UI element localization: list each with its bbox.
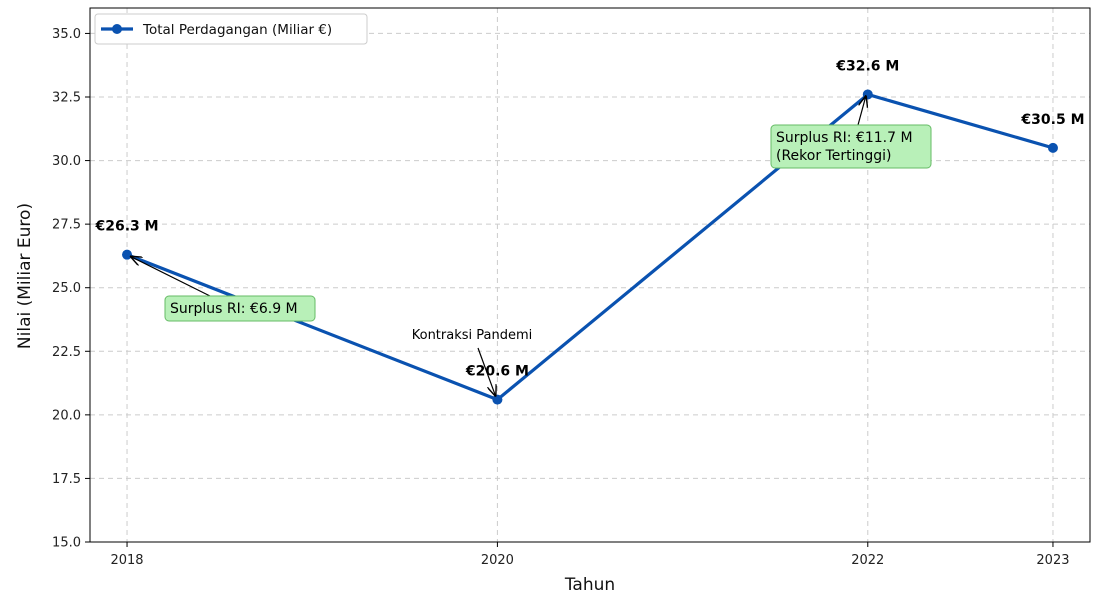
y-tick-label: 32.5	[52, 91, 81, 106]
axes: 15.0 17.5 20.0 22.5 25.0 27.5 30.0 32.5 35.0 2018…	[52, 7, 1091, 568]
data-point	[122, 249, 133, 260]
y-axis-title: Nilai (Miliar Euro)	[15, 203, 35, 349]
annotation-text-line: Surplus RI: €11.7 M	[776, 130, 913, 146]
data-label: €32.6 M	[835, 58, 899, 74]
y-tick-label: 17.5	[52, 472, 81, 487]
x-tick-label: 2023	[1036, 553, 1069, 568]
annotation-box	[770, 124, 932, 169]
legend-marker	[112, 24, 122, 34]
x-tick-label: 2022	[851, 553, 884, 568]
legend-label: Total Perdagangan (Miliar €)	[142, 22, 332, 38]
annotation-arrow	[477, 347, 495, 396]
y-tick-label: 20.0	[52, 408, 81, 423]
y-tick-label: 27.5	[52, 218, 81, 233]
annotation-text: Surplus RI: €6.9 M	[170, 301, 298, 317]
annotation-text: Kontraksi Pandemi	[412, 328, 533, 343]
annotation-box	[164, 295, 316, 322]
data-point	[862, 89, 873, 100]
data-point	[492, 394, 503, 405]
y-tick-label: 30.0	[52, 154, 81, 169]
legend-box	[94, 13, 368, 45]
plot-frame	[89, 7, 1091, 543]
annotations: Surplus RI: €6.9 M Kontraksi Pandemi Surpl…	[131, 96, 932, 396]
x-tick-label: 2020	[481, 553, 514, 568]
y-tick-label: 22.5	[52, 345, 81, 360]
annotation-arrow	[131, 257, 211, 297]
annotation-text-line: (Rekor Tertinggi)	[776, 148, 891, 164]
data-label: €26.3 M	[94, 219, 158, 235]
x-axis-title: Tahun	[564, 575, 615, 595]
x-tick-label: 2018	[110, 553, 143, 568]
data-label: €20.6 M	[465, 364, 529, 380]
y-tick-label: 35.0	[52, 27, 81, 42]
annotation-arrow	[857, 96, 866, 126]
y-tick-label: 15.0	[52, 536, 81, 551]
data-point	[1047, 142, 1058, 153]
data-label: €30.5 M	[1020, 112, 1084, 128]
y-tick-label: 25.0	[52, 281, 81, 296]
data-labels: €26.3 M €20.6 M €32.6 M €30.5 M	[94, 58, 1084, 379]
series-line	[126, 92, 1054, 402]
legend: Total Perdagangan (Miliar €)	[94, 13, 368, 45]
